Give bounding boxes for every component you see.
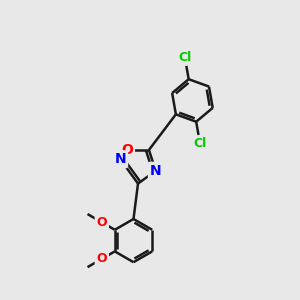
Text: O: O [97, 252, 107, 266]
Text: Cl: Cl [194, 137, 207, 150]
Text: O: O [97, 216, 107, 229]
Text: Cl: Cl [178, 50, 191, 64]
Text: O: O [121, 143, 133, 157]
Text: N: N [115, 152, 126, 166]
Text: N: N [150, 164, 161, 178]
